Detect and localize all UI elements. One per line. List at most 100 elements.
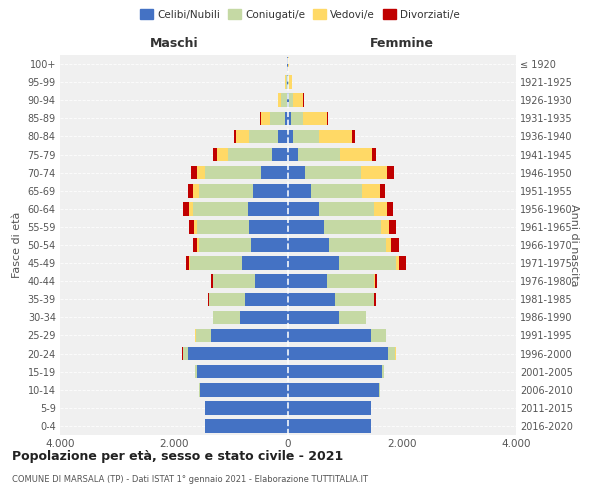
Bar [285, 76, 286, 89]
Bar [260, 166, 288, 179]
Bar [196, 328, 211, 342]
Bar [288, 401, 371, 414]
Text: COMUNE DI MARSALA (TP) - Dati ISTAT 1° gennaio 2021 - Elaborazione TUTTITALIA.IT: COMUNE DI MARSALA (TP) - Dati ISTAT 1° g… [12, 475, 368, 484]
Bar [288, 238, 329, 252]
Bar [197, 365, 288, 378]
Bar [288, 347, 388, 360]
Bar [400, 256, 406, 270]
Bar [183, 347, 188, 360]
Bar [386, 202, 393, 215]
Bar [205, 419, 288, 432]
Bar [199, 238, 251, 252]
Bar [239, 310, 288, 324]
Bar [311, 184, 362, 198]
Bar [183, 202, 190, 215]
Bar [386, 166, 394, 179]
Bar [209, 292, 245, 306]
Bar [185, 256, 189, 270]
Bar [200, 383, 288, 396]
Bar [249, 220, 288, 234]
Bar [193, 202, 248, 215]
Bar [227, 148, 272, 162]
Bar [288, 220, 325, 234]
Bar [190, 202, 193, 215]
Text: Popolazione per età, sesso e stato civile - 2021: Popolazione per età, sesso e stato civil… [12, 450, 343, 463]
Bar [286, 76, 287, 89]
Bar [288, 310, 340, 324]
Bar [288, 202, 319, 215]
Bar [248, 202, 288, 215]
Bar [288, 292, 335, 306]
Bar [287, 94, 288, 107]
Bar [205, 401, 288, 414]
Bar [288, 112, 291, 125]
Bar [193, 184, 199, 198]
Bar [278, 130, 288, 143]
Text: Femmine: Femmine [370, 36, 434, 50]
Bar [288, 419, 371, 432]
Bar [373, 274, 375, 288]
Bar [214, 310, 239, 324]
Bar [335, 292, 373, 306]
Bar [327, 274, 373, 288]
Bar [190, 256, 242, 270]
Bar [197, 166, 205, 179]
Bar [242, 256, 288, 270]
Bar [288, 184, 311, 198]
Bar [329, 238, 386, 252]
Bar [374, 202, 386, 215]
Bar [327, 112, 328, 125]
Y-axis label: Anni di nascita: Anni di nascita [569, 204, 578, 286]
Bar [375, 274, 377, 288]
Bar [319, 202, 374, 215]
Bar [304, 112, 327, 125]
Bar [251, 238, 288, 252]
Y-axis label: Fasce di età: Fasce di età [12, 212, 22, 278]
Bar [199, 184, 253, 198]
Bar [379, 383, 380, 396]
Bar [248, 130, 278, 143]
Bar [388, 347, 395, 360]
Bar [270, 112, 284, 125]
Bar [288, 94, 289, 107]
Bar [272, 148, 288, 162]
Bar [288, 166, 305, 179]
Bar [362, 184, 380, 198]
Bar [288, 148, 298, 162]
Bar [253, 184, 288, 198]
Bar [281, 94, 287, 107]
Bar [298, 148, 340, 162]
Bar [214, 148, 217, 162]
Bar [371, 328, 386, 342]
Bar [188, 347, 288, 360]
Bar [386, 238, 391, 252]
Bar [236, 130, 248, 143]
Bar [208, 292, 209, 306]
Bar [288, 365, 382, 378]
Bar [319, 130, 352, 143]
Bar [193, 238, 197, 252]
Bar [255, 274, 288, 288]
Bar [214, 274, 255, 288]
Bar [372, 148, 376, 162]
Bar [340, 148, 372, 162]
Bar [205, 166, 260, 179]
Bar [389, 220, 396, 234]
Bar [291, 112, 304, 125]
Bar [374, 292, 376, 306]
Bar [288, 383, 379, 396]
Bar [260, 112, 270, 125]
Bar [382, 220, 389, 234]
Bar [352, 130, 355, 143]
Bar [391, 238, 399, 252]
Bar [325, 220, 382, 234]
Bar [245, 292, 288, 306]
Bar [397, 256, 400, 270]
Bar [293, 94, 303, 107]
Bar [287, 76, 288, 89]
Bar [289, 76, 292, 89]
Bar [284, 112, 288, 125]
Bar [340, 310, 365, 324]
Bar [211, 328, 288, 342]
Bar [361, 166, 386, 179]
